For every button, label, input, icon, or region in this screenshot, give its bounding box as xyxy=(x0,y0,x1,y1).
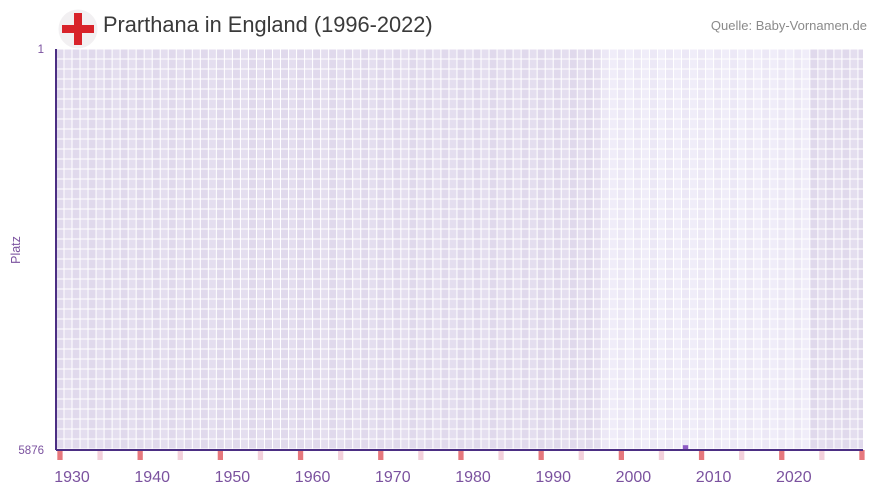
svg-text:2000: 2000 xyxy=(616,469,652,486)
svg-text:1980: 1980 xyxy=(455,469,491,486)
svg-text:1930: 1930 xyxy=(54,469,90,486)
svg-text:1990: 1990 xyxy=(535,469,571,486)
svg-text:2020: 2020 xyxy=(776,469,812,486)
svg-text:1940: 1940 xyxy=(134,469,170,486)
svg-text:2010: 2010 xyxy=(696,469,732,486)
svg-text:1960: 1960 xyxy=(295,469,331,486)
svg-text:1970: 1970 xyxy=(375,469,411,486)
svg-text:1950: 1950 xyxy=(215,469,251,486)
